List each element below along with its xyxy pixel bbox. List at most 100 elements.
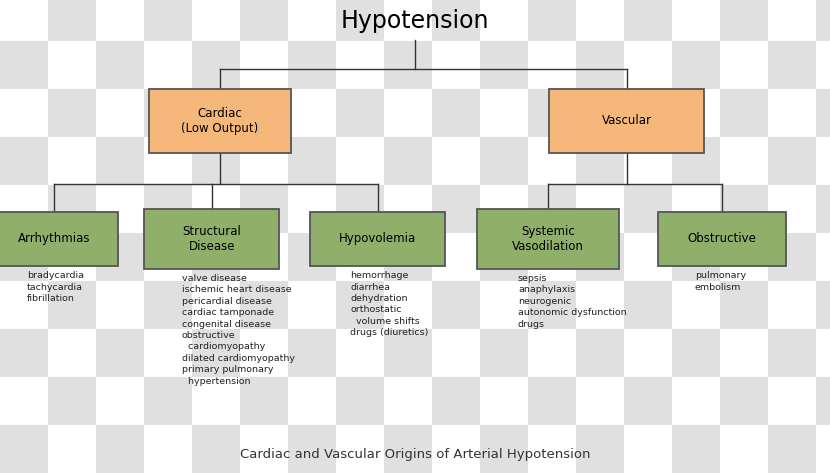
Bar <box>528 185 576 233</box>
Bar <box>288 89 336 137</box>
Bar <box>336 281 384 329</box>
Bar <box>768 377 816 425</box>
Bar <box>816 89 830 137</box>
Bar <box>768 41 816 89</box>
FancyBboxPatch shape <box>477 209 618 269</box>
Bar <box>528 137 576 185</box>
Bar <box>816 185 830 233</box>
Bar <box>528 89 576 137</box>
Bar <box>720 41 768 89</box>
Bar <box>336 377 384 425</box>
Bar <box>96 233 144 281</box>
Bar <box>384 41 432 89</box>
Bar <box>144 425 192 473</box>
Bar <box>672 233 720 281</box>
Text: Arrhythmias: Arrhythmias <box>17 232 90 245</box>
Bar <box>528 377 576 425</box>
Bar <box>480 425 528 473</box>
Bar <box>528 0 576 41</box>
Bar <box>672 89 720 137</box>
Bar <box>336 89 384 137</box>
Bar <box>576 41 624 89</box>
Bar <box>144 377 192 425</box>
Bar <box>528 41 576 89</box>
Bar <box>384 329 432 377</box>
Bar <box>96 377 144 425</box>
Bar <box>96 185 144 233</box>
Bar <box>288 377 336 425</box>
Bar <box>336 41 384 89</box>
Text: Structural
Disease: Structural Disease <box>183 225 241 253</box>
Bar <box>48 377 96 425</box>
FancyBboxPatch shape <box>549 89 704 152</box>
Text: Cardiac
(Low Output): Cardiac (Low Output) <box>181 106 259 135</box>
Bar <box>528 329 576 377</box>
Bar <box>0 329 48 377</box>
Bar <box>240 233 288 281</box>
Bar <box>192 281 240 329</box>
Bar <box>240 137 288 185</box>
Bar <box>384 377 432 425</box>
Bar <box>288 233 336 281</box>
Bar <box>768 0 816 41</box>
Bar <box>576 377 624 425</box>
Bar <box>816 41 830 89</box>
Bar <box>192 185 240 233</box>
Bar <box>288 185 336 233</box>
Bar <box>432 377 480 425</box>
Bar <box>48 137 96 185</box>
Bar <box>144 137 192 185</box>
Bar <box>192 233 240 281</box>
Bar <box>768 185 816 233</box>
Bar <box>480 0 528 41</box>
Bar <box>0 377 48 425</box>
Bar <box>528 233 576 281</box>
Bar <box>192 377 240 425</box>
Bar <box>144 41 192 89</box>
Text: hemorrhage
diarrhea
dehydration
orthostatic
  volume shifts
drugs (diuretics): hemorrhage diarrhea dehydration orthosta… <box>350 271 429 337</box>
FancyBboxPatch shape <box>149 89 290 152</box>
FancyBboxPatch shape <box>144 209 279 269</box>
Text: Hypotension: Hypotension <box>341 9 489 33</box>
Bar <box>96 137 144 185</box>
Bar <box>672 425 720 473</box>
Bar <box>240 377 288 425</box>
Bar <box>432 185 480 233</box>
Bar <box>336 425 384 473</box>
Bar <box>480 89 528 137</box>
Bar <box>0 0 48 41</box>
Bar <box>336 233 384 281</box>
Bar <box>624 281 672 329</box>
Bar <box>720 425 768 473</box>
Bar <box>384 89 432 137</box>
Bar <box>288 0 336 41</box>
Bar <box>144 281 192 329</box>
Bar <box>576 425 624 473</box>
Bar <box>48 233 96 281</box>
Bar <box>624 329 672 377</box>
FancyBboxPatch shape <box>0 212 118 266</box>
Bar <box>192 89 240 137</box>
Bar <box>144 329 192 377</box>
Bar <box>816 281 830 329</box>
Bar <box>432 281 480 329</box>
Bar <box>672 281 720 329</box>
Bar <box>624 137 672 185</box>
Bar <box>528 281 576 329</box>
Bar <box>576 329 624 377</box>
Bar <box>96 425 144 473</box>
Text: Vascular: Vascular <box>602 114 652 127</box>
Bar <box>0 137 48 185</box>
Bar <box>432 89 480 137</box>
Bar <box>528 425 576 473</box>
Bar <box>144 89 192 137</box>
Text: sepsis
anaphylaxis
neurogenic
autonomic dysfunction
drugs: sepsis anaphylaxis neurogenic autonomic … <box>518 274 627 329</box>
Bar <box>48 329 96 377</box>
Bar <box>288 281 336 329</box>
Bar <box>240 89 288 137</box>
Bar <box>816 233 830 281</box>
Bar <box>576 0 624 41</box>
Bar <box>720 89 768 137</box>
Bar <box>384 185 432 233</box>
Bar <box>96 41 144 89</box>
